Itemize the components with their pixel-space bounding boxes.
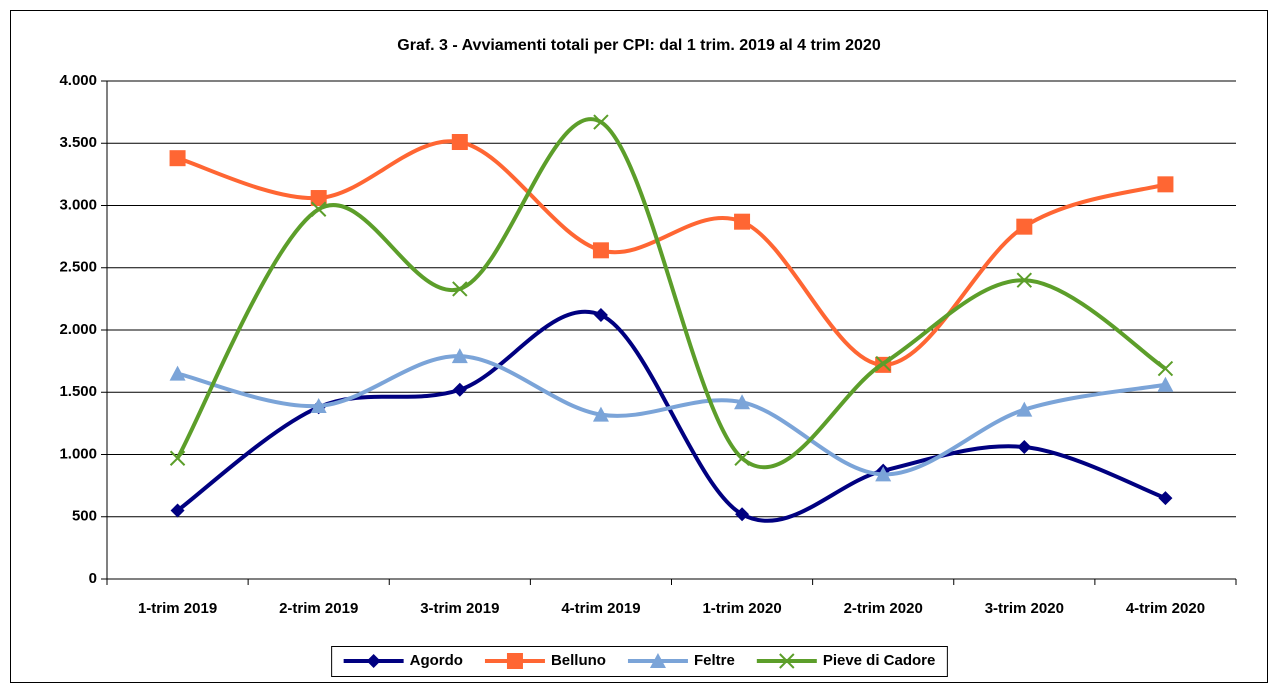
- marker: [734, 213, 751, 230]
- marker: [169, 150, 186, 167]
- marker: [1016, 218, 1033, 235]
- y-tick-label: 1.000: [59, 445, 97, 462]
- marker: [310, 397, 327, 413]
- marker: [452, 382, 467, 397]
- y-tick-label: 2.500: [59, 259, 97, 276]
- y-tick-label: 1.500: [59, 383, 97, 400]
- marker: [1016, 272, 1033, 288]
- marker: [1157, 176, 1174, 193]
- marker: [169, 365, 186, 381]
- legend-item: Agordo: [343, 652, 463, 669]
- marker: [592, 242, 609, 259]
- x-tick-label: 1-trim 2020: [702, 600, 781, 617]
- legend-item: Feltre: [627, 652, 735, 669]
- x-tick-label: 4-trim 2019: [561, 600, 640, 617]
- marker: [734, 450, 750, 466]
- legend-item: Pieve di Cadore: [756, 652, 936, 669]
- marker: [875, 355, 891, 372]
- x-tick-label: 3-trim 2019: [420, 600, 499, 617]
- marker: [593, 308, 608, 323]
- legend-label: Belluno: [551, 652, 606, 669]
- marker: [734, 394, 751, 410]
- marker: [592, 406, 609, 422]
- marker: [169, 450, 186, 466]
- x-tick-label: 2-trim 2020: [844, 600, 923, 617]
- series-line: [177, 139, 1167, 367]
- marker: [170, 503, 185, 518]
- marker: [1157, 360, 1174, 377]
- marker: [735, 507, 750, 522]
- legend-item: Belluno: [484, 652, 606, 669]
- x-tick-label: 4-trim 2020: [1126, 600, 1205, 617]
- y-tick-label: 4.000: [59, 72, 97, 89]
- marker: [452, 281, 468, 297]
- chart-title: Graf. 3 - Avviamenti totali per CPI: dal…: [397, 37, 881, 54]
- x-tick-label: 2-trim 2019: [279, 600, 358, 617]
- marker: [366, 654, 381, 668]
- marker: [1158, 491, 1173, 506]
- marker: [779, 653, 795, 669]
- series-line: [175, 117, 1167, 469]
- marker: [1157, 376, 1174, 392]
- marker: [875, 466, 892, 482]
- legend: Agordo Belluno Feltre Pieve di Cadore: [331, 646, 948, 677]
- legend-label: Agordo: [410, 652, 463, 669]
- x-tick-label: 3-trim 2020: [985, 600, 1064, 617]
- chart-frame: [10, 10, 1268, 683]
- marker: [1016, 401, 1033, 417]
- y-tick-label: 2.000: [59, 321, 97, 338]
- marker: [451, 348, 468, 364]
- marker: [649, 653, 666, 668]
- marker: [1017, 440, 1032, 455]
- y-tick-label: 3.000: [59, 196, 97, 213]
- series-line: [177, 354, 1166, 477]
- x-tick-label: 1-trim 2019: [138, 600, 217, 617]
- y-tick-label: 500: [72, 508, 97, 525]
- legend-label: Feltre: [694, 652, 735, 669]
- marker: [593, 114, 609, 130]
- marker: [451, 134, 468, 151]
- marker: [310, 201, 327, 217]
- y-tick-label: 0: [89, 570, 97, 587]
- marker: [310, 190, 327, 207]
- y-tick-label: 3.500: [59, 134, 97, 151]
- marker: [506, 653, 523, 669]
- legend-label: Pieve di Cadore: [823, 652, 936, 669]
